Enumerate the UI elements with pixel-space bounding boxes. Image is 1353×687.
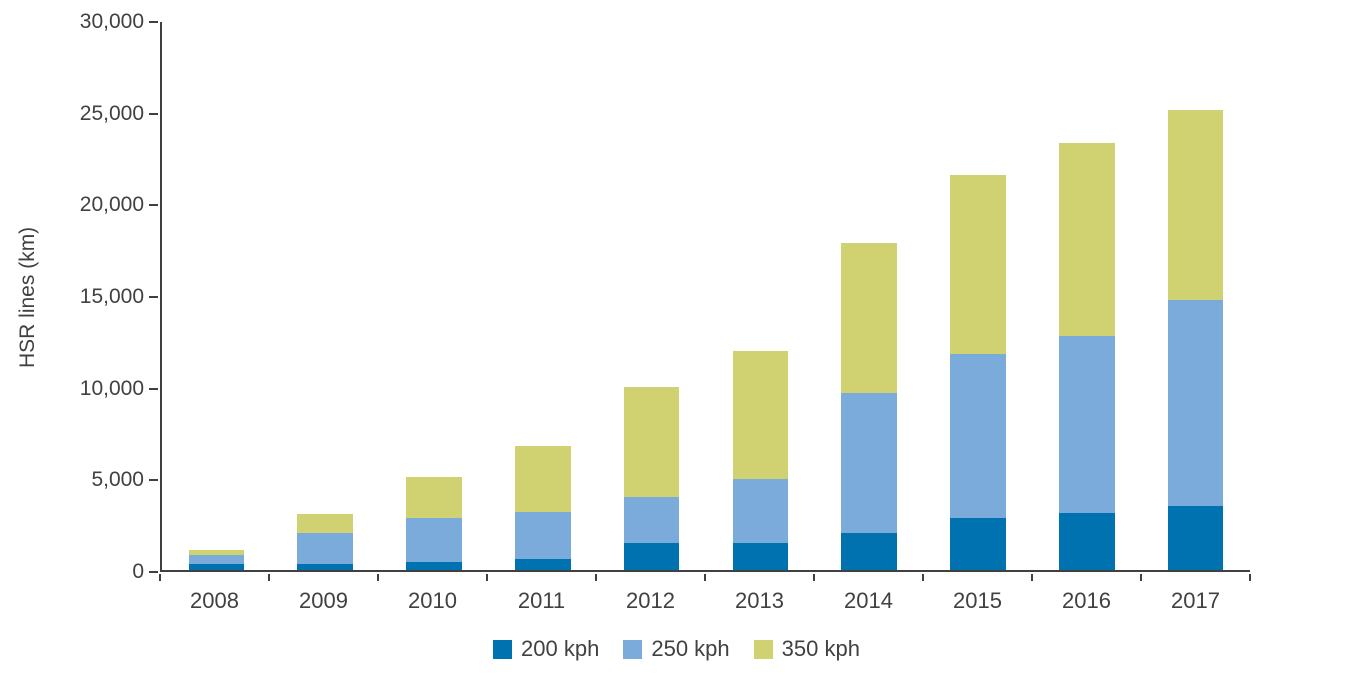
bar-segment-2009-350kph bbox=[297, 514, 353, 534]
bar-segment-2017-250kph bbox=[1167, 299, 1224, 507]
bar-segment-2010-200kph bbox=[406, 561, 462, 570]
bar-segment-2014-250kph bbox=[841, 392, 897, 534]
x-tick-label-2017: 2017 bbox=[1171, 588, 1220, 613]
x-tick-label-2015: 2015 bbox=[953, 588, 1002, 613]
bar-segment-2013-200kph bbox=[732, 542, 789, 570]
bar-segment-2017-200kph bbox=[1167, 506, 1224, 570]
bar-segment-2009-200kph bbox=[297, 563, 353, 570]
bar-group-2011 bbox=[488, 22, 597, 570]
x-tick-label-2008: 2008 bbox=[190, 588, 239, 613]
stacked-bar-2015 bbox=[950, 22, 1006, 570]
x-tick-mark bbox=[486, 574, 488, 581]
x-tick-mark bbox=[813, 574, 815, 581]
bar-segment-2011-200kph bbox=[515, 559, 571, 570]
y-tick-mark bbox=[149, 296, 158, 298]
y-tick-label: 0 bbox=[132, 560, 144, 583]
legend-item-350kph: 350 kph bbox=[753, 636, 860, 662]
stacked-bar-2009 bbox=[297, 22, 353, 570]
stacked-bar-2013 bbox=[732, 22, 789, 570]
y-tick-mark bbox=[149, 21, 158, 23]
legend-item-200kph: 200 kph bbox=[493, 636, 599, 662]
x-tick-label-2014: 2014 bbox=[844, 588, 893, 613]
legend-label-200kph: 200 kph bbox=[521, 636, 600, 661]
bar-segment-2012-250kph bbox=[623, 496, 680, 543]
y-tick-label: 30,000 bbox=[79, 10, 144, 33]
bar-segment-2013-250kph bbox=[732, 478, 789, 543]
x-tick-label-2009: 2009 bbox=[299, 588, 348, 613]
y-tick-mark bbox=[149, 112, 158, 115]
x-tick-mark bbox=[268, 574, 270, 581]
bar-segment-2008-350kph bbox=[188, 549, 245, 556]
legend-label-350kph: 350 kph bbox=[781, 636, 860, 661]
stacked-bar-2008 bbox=[188, 22, 245, 570]
bar-group-2014 bbox=[815, 22, 924, 570]
bar-group-2010 bbox=[380, 22, 489, 570]
stacked-bar-2016 bbox=[1059, 22, 1115, 570]
bar-segment-2015-350kph bbox=[950, 175, 1006, 355]
x-tick-mark bbox=[1140, 574, 1142, 581]
y-tick-label: 15,000 bbox=[79, 285, 144, 308]
bar-group-2015 bbox=[924, 22, 1033, 570]
x-tick-mark bbox=[595, 574, 597, 581]
y-tick-label: 25,000 bbox=[79, 101, 144, 125]
bar-segment-2017-350kph bbox=[1167, 109, 1224, 300]
bar-segment-2015-250kph bbox=[950, 354, 1006, 518]
legend-swatch-350kph bbox=[753, 639, 773, 659]
legend-item-250kph: 250 kph bbox=[623, 636, 730, 662]
bar-segment-2015-200kph bbox=[950, 517, 1006, 570]
bar-group-2012 bbox=[597, 22, 706, 570]
bar-group-2016 bbox=[1032, 22, 1141, 570]
bar-segment-2014-350kph bbox=[841, 243, 897, 393]
x-tick-label-2010: 2010 bbox=[408, 588, 457, 613]
x-tick-mark bbox=[377, 574, 379, 581]
bar-segment-2008-250kph bbox=[188, 555, 245, 564]
y-tick-label: 10,000 bbox=[79, 376, 144, 400]
bar-segment-2013-350kph bbox=[732, 350, 789, 479]
bar-segment-2012-350kph bbox=[623, 387, 680, 497]
bar-group-2008 bbox=[162, 22, 271, 570]
bar-segment-2016-350kph bbox=[1059, 142, 1115, 337]
bar-group-2013 bbox=[706, 22, 815, 570]
legend-label-250kph: 250 kph bbox=[651, 636, 730, 661]
stacked-bar-2017 bbox=[1167, 22, 1224, 570]
x-tick-label-2013: 2013 bbox=[735, 588, 784, 613]
x-tick-mark bbox=[922, 574, 924, 581]
stacked-bar-2012 bbox=[623, 22, 680, 570]
bar-segment-2010-350kph bbox=[406, 476, 462, 518]
stacked-bar-2014 bbox=[841, 22, 897, 570]
stacked-bar-2011 bbox=[515, 22, 571, 570]
stacked-bar-2010 bbox=[406, 22, 462, 570]
x-tick-label-2011: 2011 bbox=[517, 588, 566, 613]
x-tick-mark bbox=[159, 574, 161, 581]
x-tick-mark bbox=[1031, 574, 1033, 581]
bar-segment-2012-200kph bbox=[623, 542, 680, 570]
y-tick-mark bbox=[149, 571, 158, 573]
x-axis-labels: 2008 2009 2010 2011 2012 2013 2014 2015 2016 2017 bbox=[160, 588, 1250, 618]
legend-swatch-200kph bbox=[493, 639, 513, 659]
legend: 200 kph 250 kph 350 kph bbox=[0, 636, 1353, 662]
y-tick-mark bbox=[149, 387, 158, 390]
y-axis-labels: 0 5,000 10,000 15,000 20,000 25,000 30,000 bbox=[0, 10, 144, 583]
legend-swatch-250kph bbox=[623, 639, 643, 659]
plot-area bbox=[160, 22, 1250, 572]
x-tick-mark bbox=[1249, 574, 1251, 581]
bar-segment-2010-250kph bbox=[406, 517, 462, 562]
bar-segment-2016-250kph bbox=[1059, 336, 1115, 514]
bar-group-2009 bbox=[271, 22, 380, 570]
y-tick-mark bbox=[149, 204, 158, 207]
bar-segment-2009-250kph bbox=[297, 533, 353, 564]
y-tick-mark bbox=[149, 479, 158, 482]
bar-segment-2014-200kph bbox=[841, 533, 897, 570]
bar-segment-2008-200kph bbox=[188, 563, 245, 570]
x-tick-mark bbox=[704, 574, 706, 581]
y-tick-label: 5,000 bbox=[91, 468, 144, 492]
x-tick-label-2016: 2016 bbox=[1062, 588, 1111, 613]
bar-group-2017 bbox=[1141, 22, 1250, 570]
bar-segment-2016-200kph bbox=[1059, 513, 1115, 570]
y-tick-label: 20,000 bbox=[79, 193, 144, 217]
x-tick-label-2012: 2012 bbox=[626, 588, 675, 613]
bar-segment-2011-350kph bbox=[515, 445, 571, 512]
bar-segment-2011-250kph bbox=[515, 511, 571, 560]
